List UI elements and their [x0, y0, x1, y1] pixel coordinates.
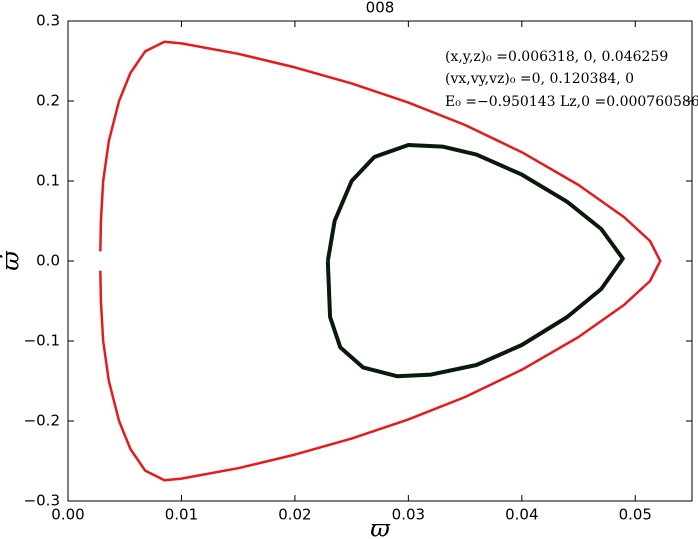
y-tick-label: 0.0 — [36, 252, 60, 270]
x-axis-label: ϖ — [370, 515, 391, 539]
series-line — [325, 143, 625, 379]
x-tick-label: 0.03 — [392, 506, 425, 524]
y-tick-label: 0.2 — [36, 92, 60, 110]
y-tick-label: −0.2 — [24, 412, 60, 430]
x-tick-label: 0.00 — [51, 506, 84, 524]
y-tick-label: 0.1 — [36, 172, 60, 190]
y-tick-label: −0.1 — [24, 332, 60, 350]
y-tick-label: −0.3 — [24, 492, 60, 510]
annotation: (vx,vy,vz)₀ =0, 0.120384, 0 — [445, 71, 634, 87]
annotation: E₀ =−0.950143 Lz,0 =0.000760586 — [445, 94, 698, 110]
chart-title: 008 — [366, 0, 395, 17]
annotation: (x,y,z)₀ =0.006318, 0, 0.046259 — [445, 49, 668, 65]
y-axis-label: ϖ̇ — [0, 250, 25, 271]
x-tick-label: 0.02 — [278, 506, 311, 524]
x-tick-label: 0.01 — [165, 506, 198, 524]
y-tick-label: 0.3 — [36, 12, 60, 30]
x-tick-label: 0.04 — [505, 506, 538, 524]
x-tick-label: 0.05 — [619, 506, 652, 524]
series-line — [99, 40, 662, 482]
